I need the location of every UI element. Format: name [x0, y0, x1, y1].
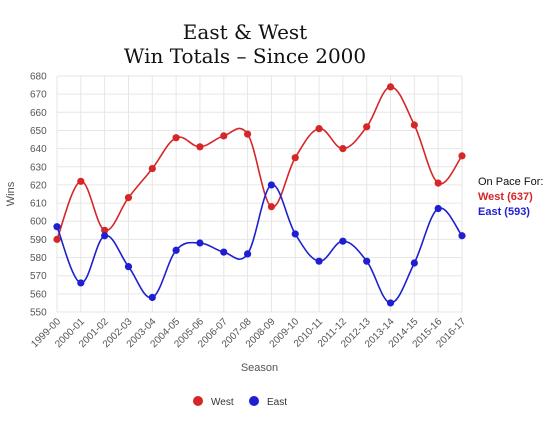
- data-point-east: [53, 223, 61, 231]
- data-point-east: [315, 257, 323, 265]
- data-point-east: [243, 250, 252, 258]
- data-point-west: [315, 125, 323, 133]
- data-point-east: [148, 293, 156, 302]
- data-point-west: [291, 154, 299, 162]
- data-point-east: [77, 279, 85, 287]
- data-point-west: [386, 83, 395, 91]
- data-point-east: [458, 232, 466, 240]
- chart-title-line-1: East & West: [182, 20, 308, 44]
- y-tick-label: 650: [30, 126, 47, 137]
- y-tick-label: 580: [30, 253, 47, 264]
- on-pace-east: East (593): [478, 206, 530, 218]
- legend-item-west: West: [193, 396, 234, 408]
- y-tick-label: 610: [30, 199, 47, 210]
- legend-item-east: East: [249, 396, 287, 408]
- data-point-west: [196, 143, 204, 151]
- data-point-east: [267, 181, 276, 189]
- legend-label-west: West: [211, 397, 234, 408]
- data-point-west: [101, 226, 109, 234]
- data-point-west: [410, 121, 418, 129]
- data-point-east: [101, 232, 109, 240]
- data-point-west: [148, 164, 156, 173]
- x-axis-title: Season: [241, 362, 278, 374]
- series-line-east: [56, 184, 463, 304]
- data-point-west: [77, 177, 85, 185]
- y-axis-title: Wins: [5, 181, 17, 206]
- y-tick-label: 600: [30, 217, 47, 228]
- data-point-west: [339, 145, 347, 153]
- on-pace-heading: On Pace For:: [478, 176, 544, 188]
- data-point-east: [410, 259, 418, 267]
- legend-swatch-west: [193, 396, 203, 406]
- data-point-west: [434, 179, 442, 187]
- y-tick-label: 670: [30, 90, 47, 101]
- data-point-west: [124, 194, 133, 202]
- data-point-west: [458, 152, 466, 160]
- data-point-west: [267, 203, 276, 211]
- data-point-east: [220, 248, 228, 256]
- chart-title-line-2: Win Totals – Since 2000: [123, 44, 367, 68]
- y-tick-label: 680: [30, 72, 47, 83]
- data-point-west: [53, 235, 61, 243]
- y-tick-label: 570: [30, 271, 47, 282]
- data-point-west: [172, 134, 180, 142]
- y-tick-label: 560: [30, 289, 47, 300]
- data-point-east: [434, 204, 442, 213]
- data-point-east: [196, 239, 204, 247]
- data-point-east: [172, 246, 180, 254]
- y-tick-label: 590: [30, 235, 47, 246]
- data-point-east: [124, 263, 133, 271]
- data-point-west: [363, 123, 371, 131]
- data-point-east: [291, 230, 299, 238]
- data-point-east: [363, 257, 371, 265]
- legend-label-east: East: [267, 397, 288, 408]
- data-point-west: [243, 130, 252, 138]
- data-point-east: [339, 237, 347, 245]
- y-tick-label: 640: [30, 144, 47, 155]
- on-pace-west: West (637): [478, 191, 533, 203]
- data-point-west: [220, 132, 228, 140]
- data-point-east: [386, 299, 395, 307]
- y-tick-label: 620: [30, 180, 47, 191]
- y-tick-label: 660: [30, 108, 47, 119]
- y-tick-label: 630: [30, 162, 47, 173]
- legend-swatch-east: [249, 396, 259, 406]
- y-tick-label: 550: [30, 308, 47, 319]
